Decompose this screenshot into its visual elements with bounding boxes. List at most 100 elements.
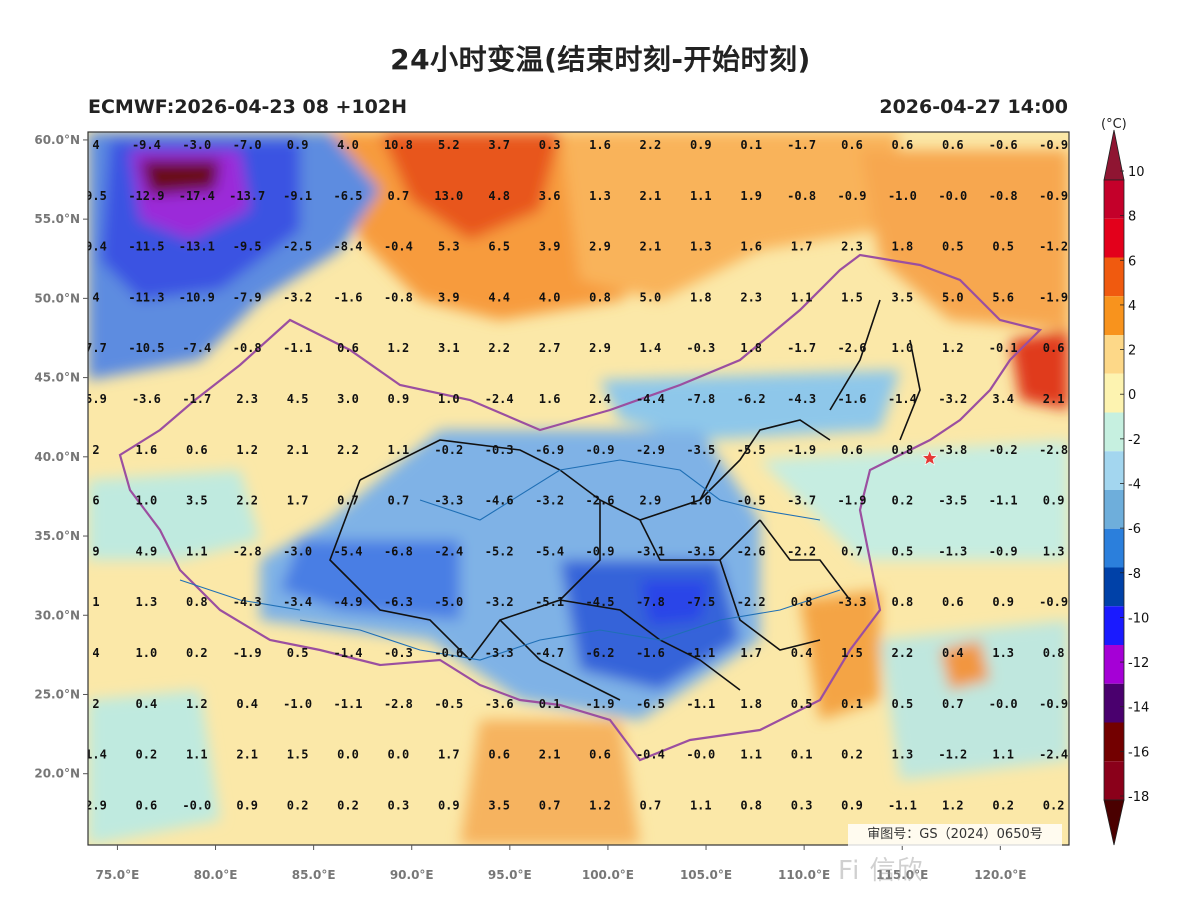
lon-tick-label: 80.0°E [194, 868, 238, 882]
grid-value: -1.7 [182, 392, 211, 406]
grid-value: -17.4 [179, 189, 215, 203]
grid-value: -2.6 [586, 494, 615, 508]
grid-value: 4.5 [287, 392, 309, 406]
grid-value: 3.7 [488, 138, 510, 152]
grid-value: -1.7 [787, 341, 816, 355]
grid-value: -2.2 [787, 544, 816, 558]
colorbar-segment [1104, 761, 1124, 800]
grid-value: -13.7 [229, 189, 265, 203]
grid-value: -0.5 [434, 697, 463, 711]
grid-value: 0.6 [337, 341, 359, 355]
grid-value: 0.9 [690, 138, 712, 152]
grid-value: -2.8 [233, 544, 262, 558]
grid-value: -9.5 [233, 240, 262, 254]
grid-value: 0.6 [488, 748, 510, 762]
colorbar-label: -8 [1128, 567, 1141, 582]
grid-value: 3.9 [539, 240, 561, 254]
grid-value: 0.8 [589, 290, 611, 304]
grid-value: 1 [92, 595, 99, 609]
grid-value: 4 [92, 290, 99, 304]
grid-value: 4 [92, 646, 99, 660]
grid-value: -4.7 [535, 646, 564, 660]
longitude-axis: 75.0°E 80.0°E 85.0°E 90.0°E 95.0°E 100.0°E 105… [96, 845, 1026, 882]
grid-value: 1.8 [740, 341, 762, 355]
valid-time-label: 2026-04-27 14:00 [879, 96, 1068, 118]
grid-value: 0.0 [337, 748, 359, 762]
grid-value: 2.3 [740, 290, 762, 304]
colorbar-bottom-cap [1103, 799, 1125, 846]
lat-tick-label: 40.0°N [34, 450, 80, 464]
grid-value: 2.9 [589, 240, 611, 254]
lon-tick-label: 90.0°E [390, 868, 434, 882]
grid-value: 0.6 [1043, 341, 1065, 355]
lat-tick-label: 60.0°N [34, 133, 80, 147]
grid-value: -4.3 [233, 595, 262, 609]
grid-value: 0.3 [539, 138, 561, 152]
grid-value: 0.2 [337, 798, 359, 812]
grid-value: -7.0 [233, 138, 262, 152]
grid-value: -7.8 [636, 595, 665, 609]
grid-value: -12.9 [128, 189, 164, 203]
grid-value: -1.9 [233, 646, 262, 660]
grid-value: 2.2 [337, 443, 359, 457]
grid-value: -3.5 [938, 494, 967, 508]
lon-tick-label: 120.0°E [974, 868, 1026, 882]
grid-value: -9.1 [283, 189, 312, 203]
grid-value: -4.5 [586, 595, 615, 609]
grid-value: 1.8 [690, 290, 712, 304]
grid-value: -10.9 [179, 290, 215, 304]
grid-value: -5.5 [737, 443, 766, 457]
grid-value: -0.3 [485, 443, 514, 457]
grid-value: 0.2 [136, 748, 158, 762]
grid-value: 1.3 [589, 189, 611, 203]
grid-value: 1.6 [589, 138, 611, 152]
grid-value: 5.2 [438, 138, 460, 152]
grid-value: 2.1 [640, 240, 662, 254]
grid-value: 1.1 [186, 748, 208, 762]
grid-value: -1.4 [334, 646, 363, 660]
temperature-field [88, 132, 1069, 845]
grid-value: 2.4 [589, 392, 611, 406]
grid-value: -2.9 [636, 443, 665, 457]
grid-value: 3.9 [438, 290, 460, 304]
grid-value: 0.8 [186, 595, 208, 609]
boundary-lines [118, 253, 1043, 762]
grid-value: -3.5 [686, 544, 715, 558]
grid-value: 0.9 [841, 798, 863, 812]
colorbar-label: 2 [1128, 344, 1136, 359]
grid-value: 4.0 [337, 138, 359, 152]
grid-value: 0.6 [841, 138, 863, 152]
beijing-star-marker [921, 449, 939, 466]
grid-value: 6 [92, 494, 99, 508]
grid-value: 0.6 [589, 748, 611, 762]
grid-value: 0.2 [841, 748, 863, 762]
colorbar-segment [1104, 606, 1124, 645]
grid-value: 1.7 [287, 494, 309, 508]
grid-value: -0.8 [233, 341, 262, 355]
grid-value: -3.8 [938, 443, 967, 457]
grid-value: -0.2 [434, 443, 463, 457]
grid-value: -0.3 [686, 341, 715, 355]
grid-value: 0.7 [388, 494, 410, 508]
colorbar-label: -12 [1128, 656, 1149, 671]
grid-value: -4.3 [787, 392, 816, 406]
grid-value: 3.6 [539, 189, 561, 203]
grid-value: -1.9 [1039, 290, 1068, 304]
grid-value: 0.2 [1043, 798, 1065, 812]
colorbar-segment [1104, 567, 1124, 607]
grid-value: -1.7 [787, 138, 816, 152]
grid-value: -3.3 [485, 646, 514, 660]
grid-value: 2.2 [640, 138, 662, 152]
colorbar-segment [1104, 180, 1124, 219]
grid-value: 0.5 [892, 544, 914, 558]
grid-value: -0.9 [838, 189, 867, 203]
grid-value: 0.9 [438, 798, 460, 812]
grid-value: 1.1 [740, 748, 762, 762]
grid-value: -3.4 [283, 595, 312, 609]
colorbar-label: -14 [1128, 701, 1149, 716]
lat-tick-label: 30.0°N [34, 608, 80, 622]
grid-value: 3.0 [337, 392, 359, 406]
grid-value: 2 [92, 697, 99, 711]
latitude-axis: 60.0°N 55.0°N 50.0°N 45.0°N 40.0°N 35.0°N 30.0… [34, 133, 88, 781]
grid-value: 1.1 [992, 748, 1014, 762]
